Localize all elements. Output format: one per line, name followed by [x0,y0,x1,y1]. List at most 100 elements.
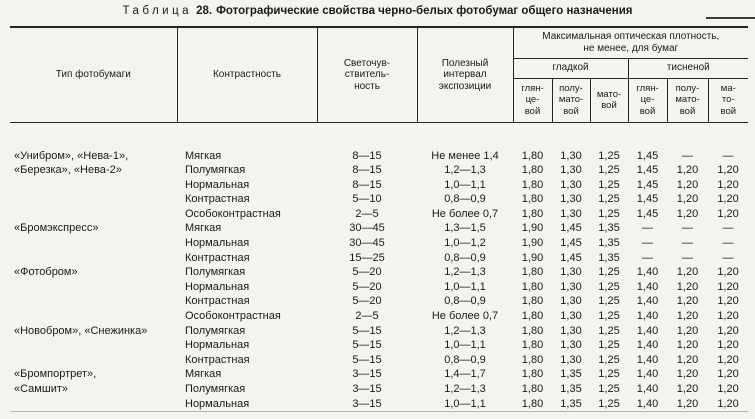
cell-paper-type [10,236,177,251]
cell-sensitivity: 3—15 [352,383,382,395]
cell-density-embossed-semimatte: 1,20 [676,310,699,323]
cell-density-embossed-glossy: — [642,251,653,264]
cell-sensitivity: 5—20 [352,280,382,293]
col-header-embossed-semimatte: полу- мато- вой [666,78,708,123]
table-title-text: Фотографические свойства черно-белых фот… [216,5,633,17]
table-row: «Березка», «Нева-2» Полумягкая 8—15 1,2—1,3… [10,163,748,178]
cell-density-smooth-glossy: 1,80 [521,295,544,308]
col-header-embossed-matte: ма- то- вой [707,78,749,123]
cell-paper-type [10,338,177,353]
cell-density-embossed-semimatte: 1,20 [676,383,699,395]
cell-density-embossed-glossy: 1,40 [636,339,659,352]
cell-density-smooth-matte: 1,35 [598,251,620,264]
cell-interval: Не более 0,7 [431,207,499,220]
cell-density-embossed-glossy: 1,45 [636,178,659,191]
cell-density-smooth-matte: 1,25 [598,178,620,191]
cell-density-smooth-glossy: 1,90 [521,237,544,250]
table-row: Контрастная 15—25 0,8—0,9 1,90 1,45 1,35 — — — [10,251,748,266]
cell-density-embossed-semimatte: 1,20 [676,193,699,206]
table-row: «Самшит» Полумягкая 3—15 1,2—1,3 1,80 1,35 1,2… [10,382,748,397]
cell-density-embossed-semimatte: 1,20 [676,339,699,352]
table-row: Нормальная 5—20 1,0—1,1 1,80 1,30 1,25 1,40 1,2… [10,280,748,295]
cell-contrast: Нормальная [185,237,250,250]
cell-interval: 1,2—1,3 [444,266,486,279]
cell-interval: 0,8—0,9 [444,295,486,308]
cell-contrast: Полумягкая [185,324,246,337]
cell-interval: 1,0—1,1 [444,178,486,191]
cell-density-smooth-matte: 1,25 [598,149,620,162]
cell-density-smooth-matte: 1,25 [598,310,620,323]
cell-density-embossed-matte: 1,20 [717,310,739,323]
cell-density-smooth-matte: 1,25 [598,266,620,279]
cell-paper-type [10,280,177,295]
table-row: Особоконтрастная 2—5 Не более 0,7 1,80 1,30 1… [10,309,748,324]
cell-density-embossed-matte: 1,20 [717,266,739,279]
cell-contrast: Нормальная [185,339,250,352]
cell-density-embossed-matte: 1,20 [717,353,739,366]
cell-sensitivity: 30—45 [349,237,385,250]
table-row: Нормальная 8—15 1,0—1,1 1,80 1,30 1,25 1,45 1,2… [10,178,748,193]
cell-density-smooth-glossy: 1,80 [521,353,544,366]
cell-density-smooth-semimatte: 1,30 [560,310,582,323]
cell-sensitivity: 5—10 [352,193,382,206]
cell-density-smooth-matte: 1,35 [598,222,620,235]
cell-density-smooth-glossy: 1,80 [521,368,544,381]
cell-density-embossed-matte: 1,20 [717,193,739,206]
cell-density-embossed-semimatte: 1,20 [676,164,699,177]
cell-density-smooth-semimatte: 1,30 [560,164,582,177]
cell-density-embossed-matte: 1,20 [717,178,739,191]
cell-density-smooth-glossy: 1,80 [521,193,544,206]
cell-density-embossed-glossy: 1,40 [636,295,659,308]
cell-density-smooth-glossy: 1,90 [521,251,544,264]
cell-density-smooth-glossy: 1,80 [521,339,544,352]
cell-density-smooth-semimatte: 1,45 [560,237,582,250]
cell-sensitivity: 8—15 [352,164,382,177]
cell-density-embossed-semimatte: — [682,222,693,235]
cell-density-smooth-glossy: 1,80 [521,383,544,395]
cell-paper-type: «Бромпортрет», [14,368,97,381]
cell-density-embossed-glossy: 1,45 [636,149,659,162]
cell-density-smooth-semimatte: 1,30 [560,178,582,191]
cell-contrast: Контрастная [185,353,250,366]
table-title-word: Таблица [122,5,193,17]
cell-density-smooth-glossy: 1,80 [521,324,544,337]
cell-density-smooth-semimatte: 1,30 [560,324,582,337]
cell-contrast: Контрастная [185,295,250,308]
col-header-exposure-interval: Полезный интервал экспозиции [417,27,514,123]
table-row: «Унибром», «Нева-1», Мягкая 8—15 Не менее 1… [10,122,748,163]
cell-density-embossed-matte: 1,20 [717,383,739,395]
cell-density-smooth-glossy: 1,80 [521,397,544,410]
col-group-max-density: Максимальная оптическая плотность, не ме… [513,27,749,59]
table-row: Нормальная 5—15 1,0—1,1 1,80 1,30 1,25 1,40 1,2… [10,338,748,353]
cell-sensitivity: 15—25 [349,251,385,264]
cell-density-smooth-semimatte: 1,30 [560,280,582,293]
cell-density-smooth-semimatte: 1,30 [560,207,582,220]
cell-sensitivity: 2—5 [355,310,379,323]
cell-density-embossed-matte: 1,20 [717,280,739,293]
cell-density-embossed-matte: — [722,251,734,264]
cell-density-smooth-semimatte: 1,30 [560,339,582,352]
cell-interval: 0,8—0,9 [444,353,486,366]
cell-density-smooth-matte: 1,25 [598,368,620,381]
cell-contrast: Контрастная [185,251,250,264]
table-row: «Бромпортрет», Мягкая 3—15 1,4—1,7 1,80 1,35 1… [10,367,748,382]
cell-contrast: Мягкая [185,149,222,162]
cell-density-embossed-semimatte: 1,20 [676,207,699,220]
table-row: Контрастная 5—15 0,8—0,9 1,80 1,30 1,25 1,40 1,… [10,353,748,368]
cell-interval: Не менее 1,4 [431,149,499,162]
cell-density-smooth-matte: 1,25 [598,383,620,395]
cell-density-smooth-glossy: 1,80 [521,164,544,177]
cell-contrast: Нормальная [185,397,250,410]
cell-density-smooth-matte: 1,35 [598,237,620,250]
table-row: Контрастная 5—10 0,8—0,9 1,80 1,30 1,25 1,45 1,… [10,192,748,207]
cell-density-embossed-glossy: 1,40 [636,310,659,323]
cell-density-embossed-matte: — [722,237,734,250]
cell-density-embossed-glossy: 1,45 [636,164,659,177]
cell-interval: 1,0—1,1 [444,397,486,410]
cell-density-embossed-semimatte: 1,20 [676,397,699,410]
cell-density-embossed-glossy: — [642,237,653,250]
col-header-smooth-matte: мато- вой [589,78,628,123]
cell-sensitivity: 8—15 [352,149,382,162]
cell-density-smooth-matte: 1,25 [598,295,620,308]
